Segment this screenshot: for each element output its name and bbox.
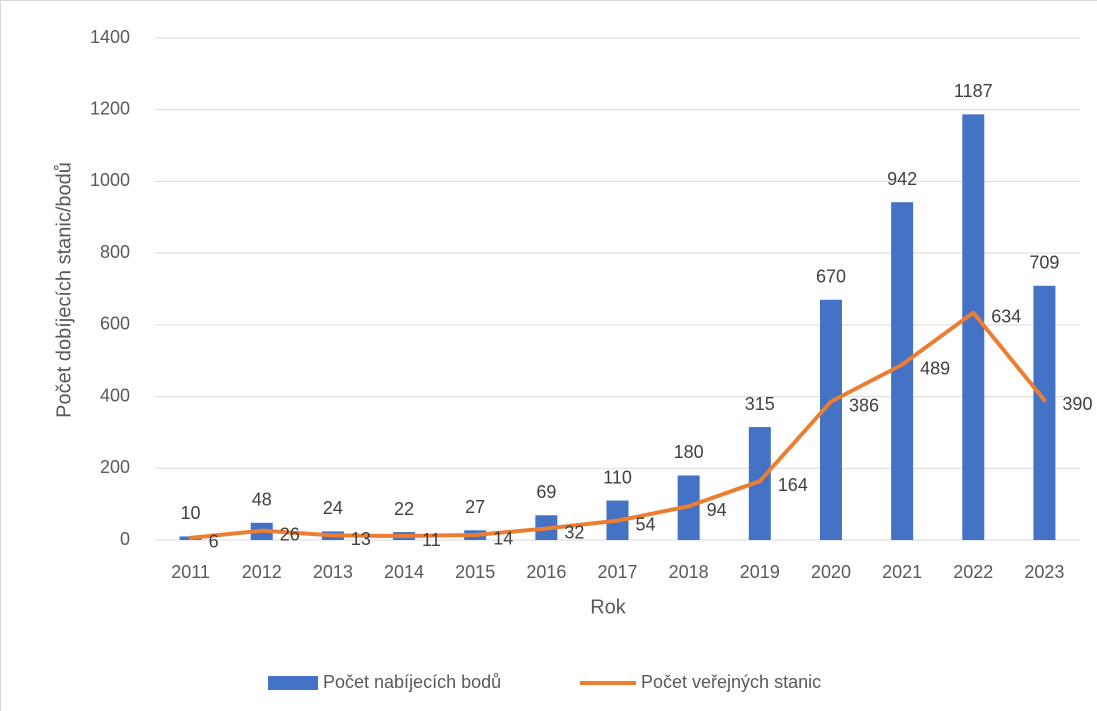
data-label: 390 — [1062, 394, 1092, 414]
line — [188, 310, 1047, 540]
data-label: 22 — [394, 499, 414, 519]
data-label: 386 — [849, 395, 879, 415]
data-label: 6 — [209, 532, 219, 552]
y-tick-label: 600 — [100, 314, 130, 334]
y-tick-label: 1400 — [90, 27, 130, 47]
y-tick-label: 1200 — [90, 98, 130, 118]
data-label: 670 — [816, 267, 846, 287]
x-axis-title: Rok — [590, 596, 627, 618]
x-tick-label: 2017 — [597, 562, 637, 582]
data-label: 180 — [674, 442, 704, 462]
x-tick-label: 2019 — [740, 562, 780, 582]
bar — [748, 427, 771, 540]
data-label: 32 — [564, 522, 584, 542]
x-tick-label: 2015 — [455, 562, 495, 582]
data-label: 27 — [465, 497, 485, 517]
y-tick-label: 200 — [100, 457, 130, 477]
data-label: 13 — [351, 529, 371, 549]
data-label: 48 — [252, 490, 272, 510]
x-tick-label: 2014 — [384, 562, 424, 582]
bar — [962, 114, 985, 540]
x-tick-label: 2020 — [811, 562, 851, 582]
bar — [819, 299, 842, 540]
legend-label: Počet nabíjecích bodů — [323, 672, 501, 692]
data-label: 315 — [745, 394, 775, 414]
data-label: 26 — [280, 524, 300, 544]
data-label: 24 — [323, 498, 343, 518]
x-tick-label: 2012 — [242, 562, 282, 582]
x-tick-label: 2023 — [1024, 562, 1064, 582]
bar — [891, 202, 914, 540]
x-tick-label: 2011 — [171, 562, 210, 582]
data-label: 110 — [603, 467, 632, 487]
data-label: 94 — [707, 500, 727, 520]
x-tick-label: 2016 — [526, 562, 566, 582]
data-label: 54 — [636, 514, 656, 534]
data-label: 11 — [422, 530, 441, 550]
bar — [1033, 285, 1056, 540]
data-label: 489 — [920, 358, 950, 378]
data-label: 10 — [181, 503, 201, 523]
data-label: 14 — [493, 529, 513, 549]
y-tick-label: 0 — [120, 529, 130, 549]
y-tick-label: 800 — [100, 242, 130, 262]
y-tick-label: 400 — [100, 385, 130, 405]
y-tick-label: 1000 — [90, 170, 130, 190]
data-label: 634 — [991, 306, 1021, 326]
x-tick-label: 2018 — [669, 562, 709, 582]
legend-label: Počet veřejných stanic — [641, 672, 821, 692]
data-label: 709 — [1029, 253, 1059, 273]
data-label: 1187 — [954, 81, 993, 101]
x-tick-label: 2013 — [313, 562, 353, 582]
x-tick-label: 2021 — [882, 562, 922, 582]
legend-swatch — [268, 676, 318, 690]
data-label: 69 — [536, 482, 556, 502]
y-axis-title: Počet dobíjecích stanic/bodů — [53, 162, 75, 418]
x-tick-label: 2022 — [953, 562, 993, 582]
data-label: 942 — [887, 169, 917, 189]
data-label: 164 — [778, 475, 808, 495]
